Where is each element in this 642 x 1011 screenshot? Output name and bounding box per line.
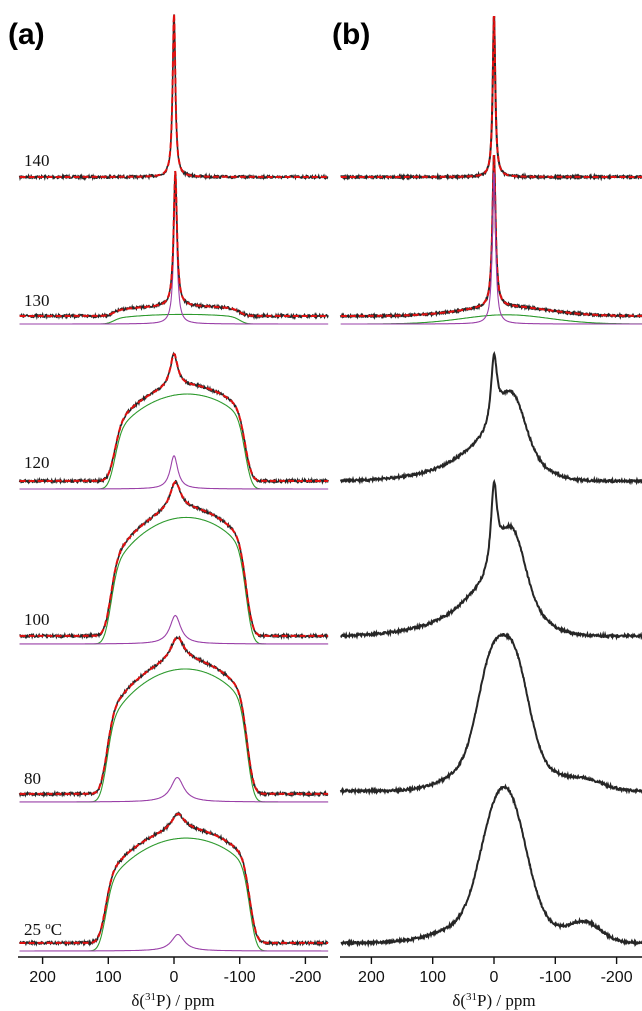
broad-component-a-2 [19, 393, 329, 490]
temp-label-a-1: 130 [24, 291, 50, 310]
narrow-component-a-3 [19, 614, 329, 645]
x-tick-label-a-1: 100 [95, 969, 122, 986]
total-fit-a-4 [19, 636, 329, 795]
x-ticks-a: 200 100 0 -100 -200 [29, 957, 322, 986]
x-tick-label-b-4: -200 [601, 969, 633, 986]
spectra-a [18, 13, 329, 952]
spectra-b [339, 15, 642, 948]
x-tick-label-a-3: -100 [224, 969, 256, 986]
x-ticks-b: 200 100 0 -100 -200 [358, 957, 633, 986]
total-fit-a-5 [19, 813, 329, 944]
total-fit-b-0 [340, 16, 642, 178]
total-fit-a-2 [19, 352, 329, 482]
temperature-labels-a: 140 130 120 100 80 25 oC [24, 151, 62, 939]
x-tick-label-b-3: -100 [539, 969, 571, 986]
total-fit-b-1 [340, 155, 642, 317]
experimental-spectrum-b-2 [339, 350, 642, 486]
experimental-spectrum-b-5 [340, 783, 642, 948]
experimental-spectrum-b-0 [340, 15, 642, 182]
experimental-spectrum-a-4 [18, 635, 329, 799]
narrow-component-a-4 [19, 776, 329, 803]
x-tick-label-b-1: 100 [419, 969, 446, 986]
x-tick-label-a-4: -200 [289, 969, 321, 986]
x-tick-label-b-2: 0 [490, 969, 499, 986]
experimental-spectrum-a-3 [19, 479, 329, 641]
total-fit-a-3 [19, 481, 329, 637]
experimental-spectrum-a-5 [18, 811, 329, 948]
panel-label-b: (b) [332, 18, 370, 51]
experimental-spectrum-b-3 [340, 478, 642, 641]
narrow-component-a-5 [19, 933, 329, 952]
x-axis-title-b: δ(31P) / ppm [452, 991, 535, 1010]
temp-label-a-3: 100 [24, 610, 50, 629]
temp-label-a-4: 80 [24, 769, 41, 788]
experimental-spectrum-a-2 [18, 351, 329, 485]
broad-component-a-5 [19, 837, 329, 952]
x-tick-label-a-0: 200 [29, 969, 56, 986]
panel-label-a: (a) [8, 18, 45, 51]
narrow-component-a-2 [19, 455, 329, 490]
temp-label-a-2: 120 [24, 453, 50, 472]
x-axis-title-a: δ(31P) / ppm [131, 991, 214, 1010]
x-tick-label-a-2: 0 [170, 969, 179, 986]
x-tick-label-b-0: 200 [358, 969, 385, 986]
total-fit-a-0 [19, 13, 329, 178]
broad-component-a-3 [19, 516, 329, 645]
total-fit-a-1 [19, 170, 329, 317]
experimental-spectrum-b-4 [339, 632, 642, 797]
temp-label-a-0: 140 [24, 151, 50, 170]
narrow-component-b-1 [340, 172, 642, 325]
panel-b: (b) 200 100 0 -100 -200 δ(31P) / ppm [332, 15, 642, 1010]
temp-label-a-5: 25 oC [24, 920, 62, 939]
